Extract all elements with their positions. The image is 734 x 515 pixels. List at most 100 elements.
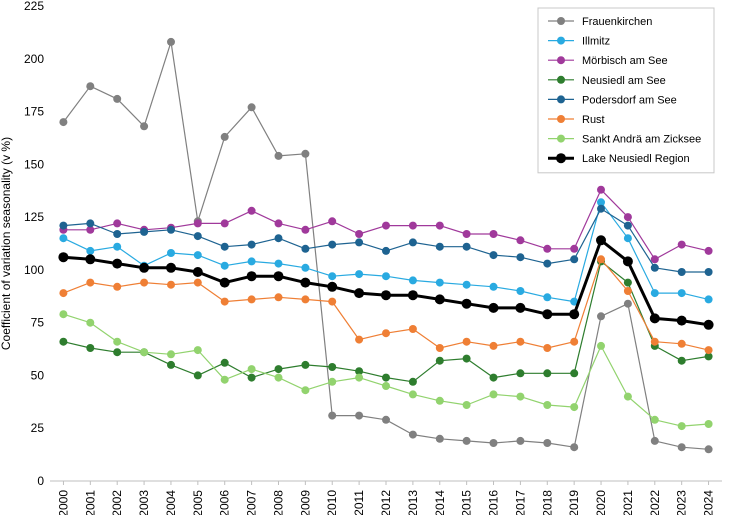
data-point [247, 365, 256, 374]
data-point [704, 268, 713, 276]
legend-label: Mörbisch am See [582, 55, 668, 67]
data-point [86, 82, 95, 91]
legend-item: Neusiedl am See [548, 75, 666, 87]
data-point [570, 443, 579, 452]
data-point [408, 276, 417, 285]
data-point [193, 232, 202, 241]
data-point [622, 256, 633, 267]
x-tick-label: 2012 [379, 490, 393, 515]
y-tick-label: 0 [37, 474, 44, 488]
data-point [516, 369, 525, 378]
y-tick-label: 150 [24, 157, 44, 171]
data-point [570, 255, 579, 264]
legend-item: Podersdorf am See [548, 94, 677, 106]
data-point [59, 221, 68, 230]
x-tick-label: 2015 [460, 490, 474, 515]
data-point [650, 263, 659, 272]
y-tick-label: 175 [24, 105, 44, 119]
x-tick-label: 2024 [702, 490, 716, 515]
data-point [140, 227, 149, 236]
x-tick-label: 2006 [218, 490, 232, 515]
data-point [274, 373, 283, 382]
x-tick-label: 2007 [245, 490, 259, 515]
data-point [167, 360, 175, 369]
data-point [543, 344, 552, 352]
data-point [435, 396, 444, 405]
data-point [355, 411, 364, 420]
data-point [247, 257, 256, 266]
data-point [434, 294, 445, 305]
data-point [86, 278, 95, 287]
data-point [58, 252, 69, 263]
data-point [543, 259, 552, 268]
data-point [274, 259, 283, 268]
data-point [139, 262, 150, 273]
data-point [677, 422, 686, 431]
data-point [301, 386, 310, 395]
data-point [382, 415, 390, 424]
legend-item: Lake Neusiedl Region [548, 153, 690, 165]
x-tick-label: 2009 [298, 490, 312, 515]
data-point [462, 436, 471, 445]
data-point [543, 369, 552, 378]
data-point [140, 348, 149, 357]
data-point [516, 236, 525, 245]
data-point [274, 365, 283, 374]
series-group [59, 310, 713, 431]
data-point [408, 430, 417, 439]
data-point [597, 198, 605, 207]
data-point [516, 392, 525, 401]
data-point [247, 206, 256, 215]
data-point [703, 319, 714, 330]
data-point [246, 271, 257, 282]
data-point [113, 337, 122, 346]
data-point [59, 118, 68, 127]
data-point [381, 290, 391, 301]
legend-label: Lake Neusiedl Region [582, 153, 690, 165]
data-point [167, 37, 175, 46]
data-point [382, 246, 390, 255]
legend-swatch-marker [556, 153, 566, 164]
data-point [516, 287, 525, 295]
data-point [86, 318, 95, 327]
legend-item: Rust [548, 114, 605, 126]
legend: Frauenkirchen Illmitz Mörbisch am See Neusi… [537, 7, 715, 174]
data-point [516, 253, 525, 262]
data-point [408, 377, 417, 386]
legend-label: Frauenkirchen [582, 16, 652, 28]
x-tick-label: 2005 [191, 490, 205, 515]
data-point [542, 309, 553, 320]
data-point [704, 346, 713, 355]
series-group [58, 235, 714, 330]
data-point [461, 298, 472, 309]
data-point [623, 392, 632, 401]
data-point [462, 280, 471, 289]
y-tick-label: 200 [24, 52, 44, 66]
data-point [597, 341, 605, 350]
x-tick-label: 2017 [513, 490, 527, 515]
data-point [515, 302, 526, 313]
data-point [328, 363, 337, 371]
x-tick-label: 2014 [433, 490, 447, 515]
data-point [489, 251, 498, 260]
data-point [435, 344, 444, 352]
data-point [489, 373, 498, 382]
data-point [220, 219, 229, 228]
x-tick-label: 2023 [675, 490, 689, 515]
data-point [167, 350, 175, 359]
data-point [113, 242, 122, 251]
data-point [462, 401, 471, 409]
x-tick-label: 2003 [137, 490, 151, 515]
legend-item: Frauenkirchen [548, 16, 652, 28]
data-point [650, 255, 659, 264]
data-point [704, 246, 713, 255]
data-point [677, 443, 686, 452]
data-point [328, 377, 337, 386]
data-point [112, 258, 123, 269]
x-tick-label: 2016 [487, 490, 501, 515]
x-tick-label: 2018 [540, 490, 554, 515]
data-point [301, 244, 310, 253]
data-point [650, 436, 659, 445]
data-point [220, 375, 229, 384]
data-point [355, 270, 364, 279]
